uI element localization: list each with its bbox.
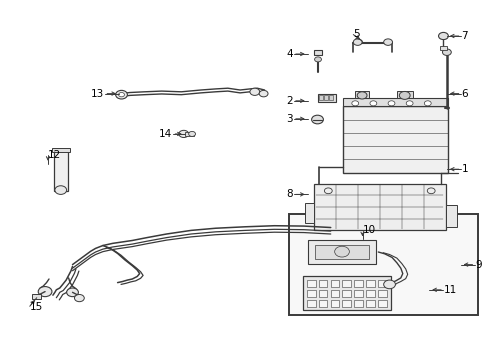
Circle shape bbox=[312, 115, 323, 124]
Bar bbox=[331, 300, 340, 307]
Bar bbox=[331, 280, 340, 287]
Text: 12: 12 bbox=[48, 150, 61, 160]
Circle shape bbox=[189, 131, 196, 136]
Bar bbox=[318, 94, 336, 102]
Text: 14: 14 bbox=[159, 129, 172, 139]
Text: 6: 6 bbox=[462, 89, 468, 99]
Bar bbox=[307, 280, 316, 287]
Circle shape bbox=[250, 88, 260, 95]
Bar bbox=[289, 214, 478, 315]
Bar bbox=[343, 98, 448, 106]
Circle shape bbox=[388, 101, 395, 106]
Bar bbox=[343, 300, 351, 307]
Circle shape bbox=[352, 101, 359, 106]
Text: 1: 1 bbox=[462, 164, 468, 174]
Bar bbox=[354, 300, 363, 307]
Bar bbox=[315, 245, 369, 259]
Bar bbox=[329, 95, 333, 100]
Circle shape bbox=[38, 287, 52, 297]
Text: 8: 8 bbox=[286, 189, 293, 199]
Circle shape bbox=[370, 101, 377, 106]
Text: 9: 9 bbox=[475, 260, 482, 270]
Circle shape bbox=[259, 90, 268, 97]
Circle shape bbox=[119, 93, 124, 97]
Bar bbox=[378, 290, 387, 297]
Bar bbox=[52, 148, 70, 152]
Text: 11: 11 bbox=[444, 285, 457, 295]
Bar bbox=[440, 46, 447, 50]
Bar bbox=[308, 240, 376, 264]
Bar bbox=[307, 300, 316, 307]
Bar bbox=[397, 91, 413, 98]
Circle shape bbox=[74, 294, 84, 302]
Circle shape bbox=[179, 130, 189, 138]
Bar bbox=[378, 280, 387, 287]
Bar bbox=[343, 106, 448, 173]
Circle shape bbox=[357, 92, 367, 99]
Text: 15: 15 bbox=[29, 302, 43, 312]
Text: 10: 10 bbox=[363, 225, 376, 235]
Circle shape bbox=[116, 90, 127, 99]
Bar bbox=[366, 290, 375, 297]
Text: 7: 7 bbox=[462, 31, 468, 41]
Bar bbox=[355, 91, 369, 98]
Bar bbox=[314, 50, 322, 55]
Bar bbox=[32, 294, 41, 299]
Bar bbox=[343, 290, 351, 297]
Bar bbox=[331, 290, 340, 297]
Bar bbox=[378, 300, 387, 307]
Circle shape bbox=[315, 57, 321, 62]
Bar bbox=[324, 95, 328, 100]
Circle shape bbox=[384, 39, 392, 45]
Circle shape bbox=[439, 32, 448, 40]
Bar bbox=[354, 280, 363, 287]
Bar bbox=[366, 300, 375, 307]
Bar bbox=[318, 290, 327, 297]
Bar bbox=[446, 205, 457, 227]
Circle shape bbox=[67, 288, 78, 297]
Text: 13: 13 bbox=[91, 89, 104, 99]
Bar bbox=[307, 290, 316, 297]
Bar bbox=[319, 95, 323, 100]
Circle shape bbox=[55, 186, 67, 194]
Bar bbox=[314, 184, 446, 230]
Circle shape bbox=[406, 101, 413, 106]
Bar bbox=[366, 280, 375, 287]
Text: 3: 3 bbox=[286, 114, 293, 124]
Text: 2: 2 bbox=[286, 96, 293, 106]
Bar bbox=[318, 300, 327, 307]
Circle shape bbox=[399, 91, 410, 99]
Circle shape bbox=[442, 49, 451, 55]
Bar bbox=[343, 280, 351, 287]
Bar bbox=[303, 276, 391, 310]
Bar bbox=[354, 290, 363, 297]
Text: 4: 4 bbox=[286, 49, 293, 59]
Circle shape bbox=[384, 280, 395, 289]
Circle shape bbox=[335, 246, 349, 257]
Bar bbox=[54, 151, 68, 191]
Circle shape bbox=[353, 39, 362, 45]
Bar bbox=[305, 203, 314, 223]
Bar bbox=[318, 280, 327, 287]
Bar bbox=[185, 132, 194, 136]
Circle shape bbox=[424, 101, 431, 106]
Text: 5: 5 bbox=[353, 29, 360, 39]
